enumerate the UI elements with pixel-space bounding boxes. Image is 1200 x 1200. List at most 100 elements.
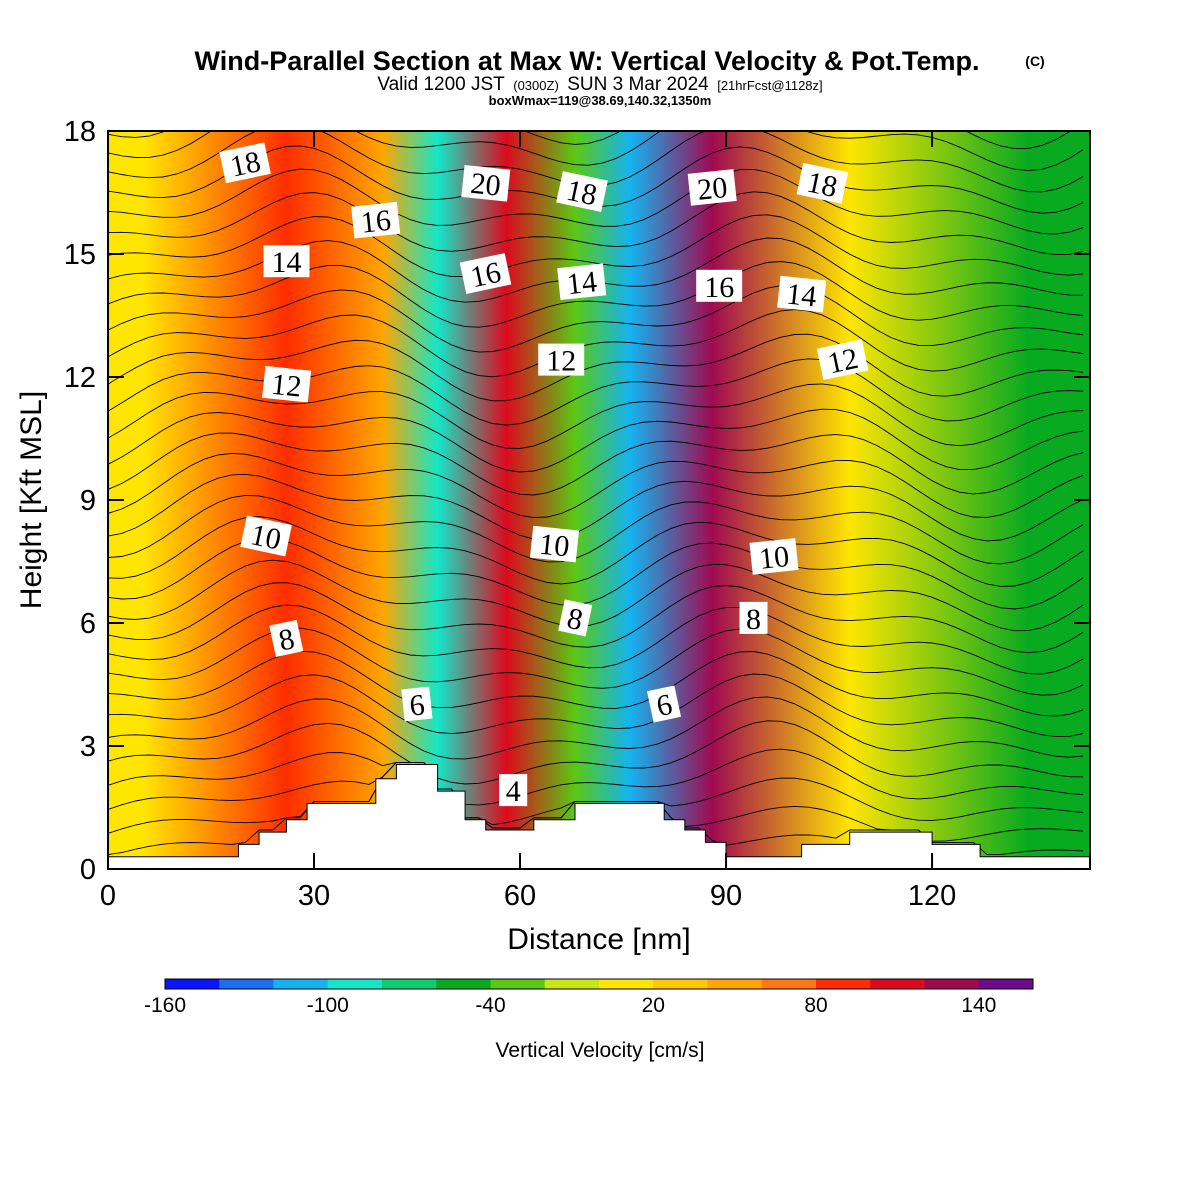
contour-label-box [263, 245, 310, 278]
contour-label: 14 [777, 275, 827, 314]
contour-label-box [696, 269, 743, 302]
colorbar-swatch [436, 979, 491, 989]
contour-label-box [262, 365, 312, 403]
y-tick-label: 18 [64, 116, 96, 148]
contour-label: 20 [687, 169, 737, 207]
colorbar-swatch [816, 979, 871, 989]
colorbar-swatch [707, 979, 763, 989]
isentrope-line [108, 432, 1084, 496]
potential-temperature-contours [108, 131, 1084, 856]
contour-label: 18 [556, 171, 608, 212]
contour-label-text: 12 [546, 345, 576, 378]
contour-label: 16 [696, 269, 743, 304]
isentrope-line [108, 720, 1084, 785]
colorbar-swatch [165, 979, 220, 989]
contour-label: 14 [557, 263, 607, 301]
colorbar-swatch [924, 979, 980, 989]
subtitle-utc-time: (0300Z) [513, 78, 559, 93]
colorbar-swatch [870, 979, 925, 989]
colorbar-swatch [599, 979, 654, 989]
contour-label-box [646, 685, 682, 723]
contour-label-text: 6 [654, 688, 676, 723]
contour-label: 12 [538, 343, 585, 378]
contour-label-box [538, 343, 585, 376]
colorbar-swatch [653, 979, 708, 989]
x-tick-label: 0 [100, 880, 116, 912]
contour-label: 20 [461, 164, 511, 203]
contour-label-text: 20 [696, 171, 729, 207]
colorbar-tick-label: 140 [961, 994, 996, 1017]
x-axis: 0 30 60 90 120 [100, 131, 956, 912]
copyright-mark: (C) [1025, 53, 1044, 69]
contour-label: 6 [646, 685, 682, 723]
contour-label: 14 [263, 245, 310, 279]
isentrope-line [108, 650, 1084, 717]
subtitle-valid-time: Valid 1200 JST [377, 74, 505, 95]
terrain-profile [108, 764, 1090, 869]
isentrope-line [108, 582, 1084, 654]
isentrope-line [108, 748, 1084, 806]
contour-label-text: 14 [785, 278, 818, 314]
isentrope-line [108, 604, 1084, 675]
isentrope-line [108, 191, 1084, 256]
colorbar-swatch [219, 979, 274, 989]
contour-label-box [461, 164, 511, 202]
contour-label-text: 18 [227, 145, 263, 184]
colorbar-tick-label: 20 [642, 994, 665, 1017]
contour-label-box [351, 201, 401, 239]
x-tick-label: 90 [710, 880, 742, 912]
contour-label-text: 12 [825, 342, 861, 381]
isentrope-line [108, 261, 1084, 328]
contour-label-text: 16 [704, 271, 734, 304]
colorbar-swatch [761, 979, 817, 989]
y-tick-label: 0 [80, 854, 96, 886]
colorbar-swatch [544, 979, 600, 989]
isentrope-line [108, 383, 1084, 449]
contour-label-text: 12 [270, 368, 303, 404]
contour-label: 6 [401, 686, 433, 723]
contour-label: 10 [749, 538, 799, 576]
isentrope-line [108, 559, 1084, 632]
contour-label: 16 [459, 253, 512, 294]
contour-label-text: 16 [359, 204, 392, 240]
isentrope-line [108, 761, 1084, 826]
y-tick-label: 3 [80, 731, 96, 763]
contour-label-box [401, 686, 433, 722]
contour-label-text: 4 [506, 775, 521, 808]
isentrope-line [108, 696, 1084, 760]
contour-label: 12 [816, 339, 869, 381]
contour-label: 4 [499, 774, 528, 808]
contour-label-text: 14 [565, 265, 598, 301]
y-tick-label: 12 [64, 362, 96, 394]
colorbar-swatch [327, 979, 383, 989]
box-wmax-info: boxWmax=119@38.69,140.32,1350m [489, 93, 712, 108]
contour-label-text: 8 [276, 622, 298, 657]
isentrope-line [108, 131, 1084, 172]
colorbar-tick-label: 80 [804, 994, 827, 1017]
isentrope-line [108, 516, 1084, 587]
y-tick-label: 9 [80, 485, 96, 517]
x-tick-label: 30 [298, 880, 330, 912]
contour-label-text: 10 [538, 528, 571, 564]
contour-label-box [557, 263, 607, 301]
subtitle-forecast-run: [21hrFcst@1128z] [717, 78, 822, 93]
isentrope-line [108, 214, 1084, 278]
contour-label-box [529, 525, 580, 563]
contour-label-box [556, 171, 608, 212]
contour-label: 12 [262, 365, 312, 404]
y-axis-label: Height [Kft MSL] [15, 391, 48, 609]
isentrope-line [108, 131, 1072, 150]
contour-label: 18 [219, 142, 271, 184]
contour-label: 10 [529, 525, 580, 564]
contour-label-text: 8 [746, 603, 761, 636]
contour-label: 8 [558, 599, 593, 637]
contour-label: 18 [796, 162, 849, 205]
contour-label-text: 18 [804, 166, 840, 205]
chart-title: Wind-Parallel Section at Max W: Vertical… [195, 46, 980, 76]
isentrope-line [108, 333, 1084, 402]
x-tick-label: 60 [504, 880, 536, 912]
y-axis: 0 3 6 9 12 15 18 [64, 116, 1090, 886]
colorbar-swatch [273, 979, 329, 989]
contour-label-text: 10 [248, 518, 284, 557]
